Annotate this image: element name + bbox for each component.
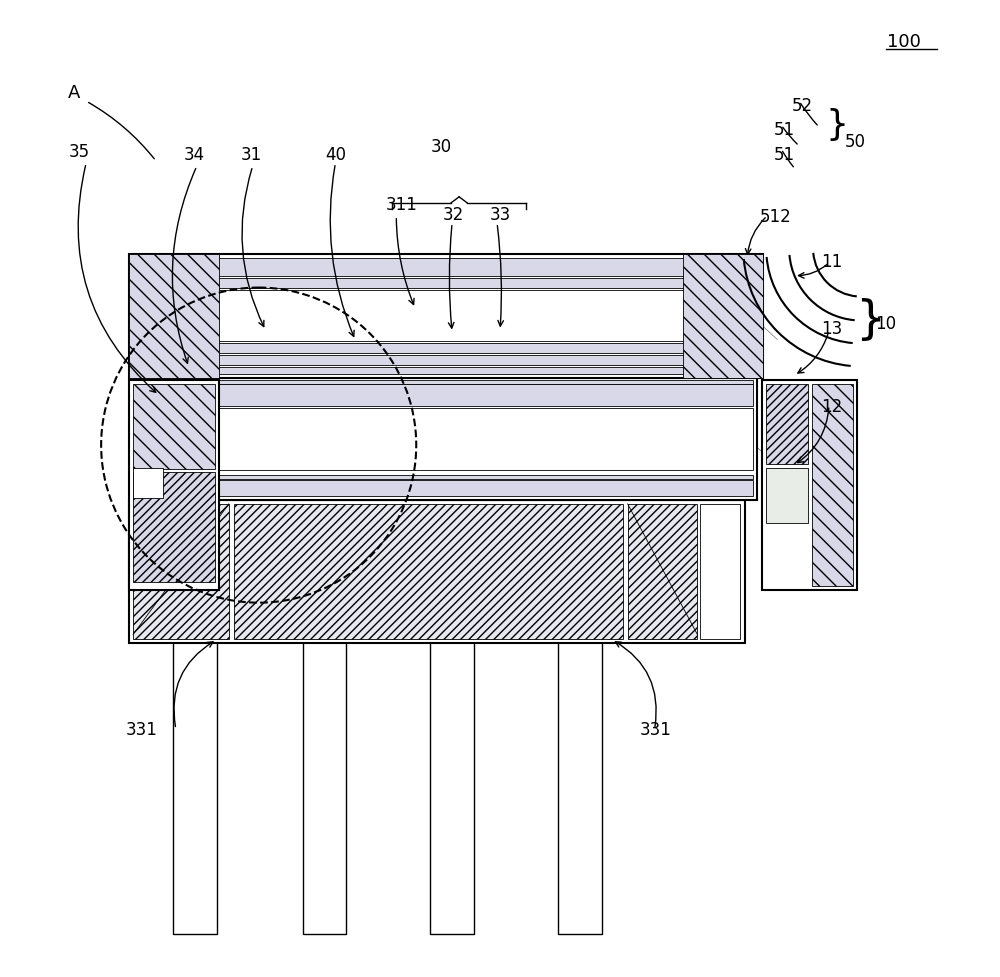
Bar: [143, 480, 753, 496]
Bar: [129, 380, 219, 590]
Text: 331: 331: [640, 721, 671, 740]
Bar: [133, 504, 229, 639]
Bar: [129, 500, 745, 643]
Text: 100: 100: [887, 33, 921, 52]
Bar: [135, 289, 757, 341]
Bar: [762, 380, 857, 590]
Bar: [700, 504, 740, 639]
Bar: [766, 468, 808, 523]
Bar: [143, 475, 753, 479]
Bar: [129, 254, 219, 378]
Bar: [129, 254, 763, 378]
Bar: [430, 642, 474, 934]
Bar: [143, 408, 753, 470]
Text: A: A: [68, 84, 80, 103]
Text: 331: 331: [126, 721, 158, 740]
Text: 51: 51: [774, 121, 795, 139]
Bar: [139, 378, 757, 500]
Text: 50: 50: [845, 133, 866, 151]
Text: 10: 10: [875, 316, 896, 333]
Bar: [143, 384, 753, 406]
Bar: [133, 384, 215, 469]
Text: 51: 51: [774, 146, 795, 164]
Text: }: }: [825, 108, 848, 142]
Text: 52: 52: [792, 97, 813, 115]
Bar: [133, 468, 163, 498]
Text: 12: 12: [821, 399, 842, 416]
Text: 35: 35: [68, 143, 89, 161]
Bar: [234, 504, 623, 639]
Text: 512: 512: [759, 208, 791, 226]
Text: }: }: [855, 298, 885, 343]
Bar: [133, 472, 215, 581]
Bar: [628, 504, 697, 639]
Text: 11: 11: [821, 253, 842, 271]
Bar: [135, 258, 757, 276]
Bar: [135, 367, 757, 374]
Bar: [173, 642, 217, 934]
Text: 33: 33: [490, 206, 511, 224]
Bar: [135, 343, 757, 354]
Bar: [303, 642, 346, 934]
Bar: [558, 642, 602, 934]
Text: 34: 34: [184, 146, 205, 164]
Bar: [135, 277, 757, 287]
Bar: [143, 380, 753, 384]
Text: 13: 13: [821, 320, 842, 338]
Text: 32: 32: [443, 206, 464, 224]
Bar: [812, 384, 853, 586]
Text: 30: 30: [431, 138, 452, 156]
Text: 40: 40: [325, 146, 346, 164]
Bar: [766, 384, 808, 464]
Text: 311: 311: [385, 195, 417, 214]
Text: 31: 31: [241, 146, 262, 164]
Bar: [135, 356, 757, 365]
Bar: [683, 254, 763, 378]
